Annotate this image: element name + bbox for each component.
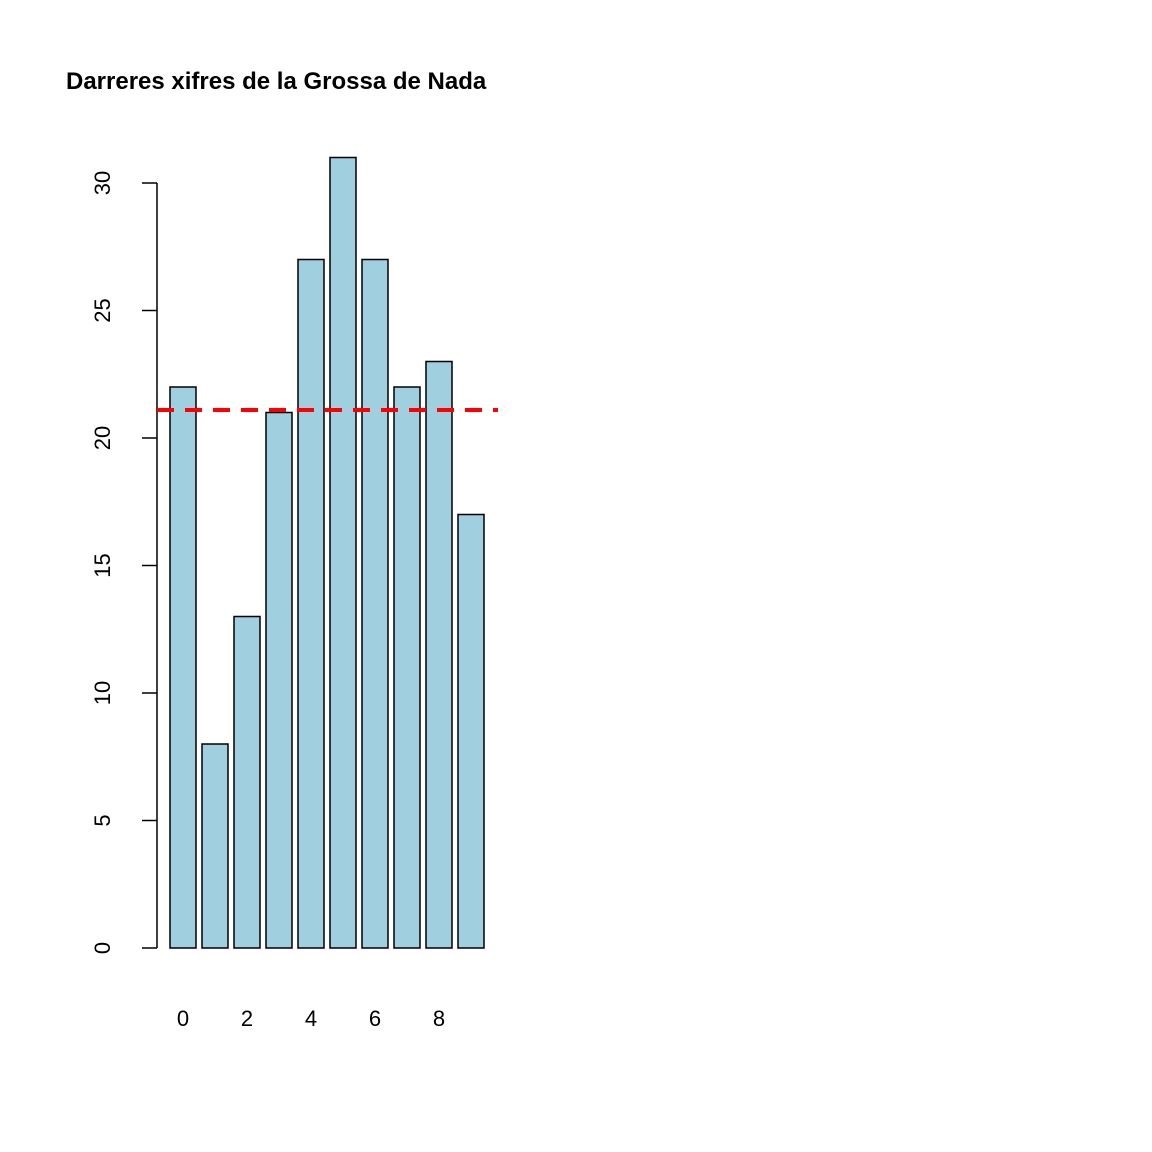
bar-1 <box>201 743 229 949</box>
bar-7 <box>393 386 421 949</box>
chart-title: Darreres xifres de la Grossa de Nada <box>66 68 487 95</box>
y-tick-label: 25 <box>90 298 115 322</box>
bar-5 <box>329 156 357 949</box>
x-tick-label: 2 <box>241 1006 253 1031</box>
x-tick-label: 6 <box>369 1006 381 1031</box>
y-tick-label: 20 <box>90 426 115 450</box>
bar-2 <box>233 615 261 949</box>
x-axis: 0 2 4 6 8 <box>177 1006 445 1031</box>
y-tick-label: 10 <box>90 681 115 705</box>
y-tick-label: 5 <box>90 814 115 826</box>
bar-0 <box>169 386 197 949</box>
y-tick-label: 0 <box>90 942 115 954</box>
bar-3 <box>265 411 293 949</box>
x-tick-label: 8 <box>433 1006 445 1031</box>
x-tick-label: 0 <box>177 1006 189 1031</box>
bar-4 <box>297 258 325 949</box>
y-tick-label: 30 <box>90 171 115 195</box>
bar-9 <box>457 513 485 949</box>
y-axis: 0 5 10 15 20 25 30 <box>90 171 158 954</box>
bar-6 <box>361 258 389 949</box>
bars <box>169 156 485 949</box>
x-tick-label: 4 <box>305 1006 317 1031</box>
y-tick-label: 15 <box>90 553 115 577</box>
bar-8 <box>425 360 453 949</box>
